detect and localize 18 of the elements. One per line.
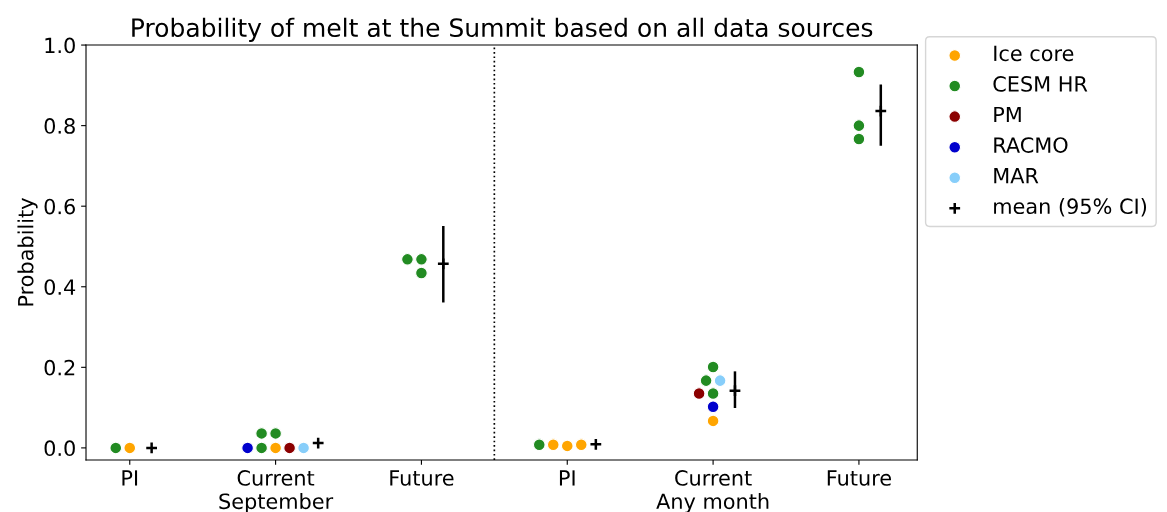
legend-label: PM (994, 106, 1021, 123)
legend-label: MAR (994, 168, 1039, 184)
chart-title: Probability of melt at the Summit based on all data sources (132, 17, 873, 42)
y-tick-label: 0.6 (44, 198, 75, 215)
y-axis-title: Probability (17, 198, 38, 306)
legend-label: CESM HR (993, 76, 1088, 92)
x-tick-label: PI (122, 470, 138, 486)
x-tick-label: Future (390, 470, 454, 486)
y-tick-label: 0.2 (44, 359, 75, 376)
y-tick-label: 0.4 (44, 279, 76, 295)
legend-label: mean (95% CI) (994, 198, 1147, 217)
x-tick-label: PI (559, 470, 575, 486)
x-tick-label: Future (827, 470, 891, 486)
y-tick-label: 1.0 (45, 37, 75, 54)
legend-label: RACMO (994, 137, 1068, 153)
y-tick-label: 0.8 (44, 118, 75, 134)
legend-label: Ice core (994, 45, 1074, 62)
y-tick-label: 0.0 (44, 440, 75, 457)
